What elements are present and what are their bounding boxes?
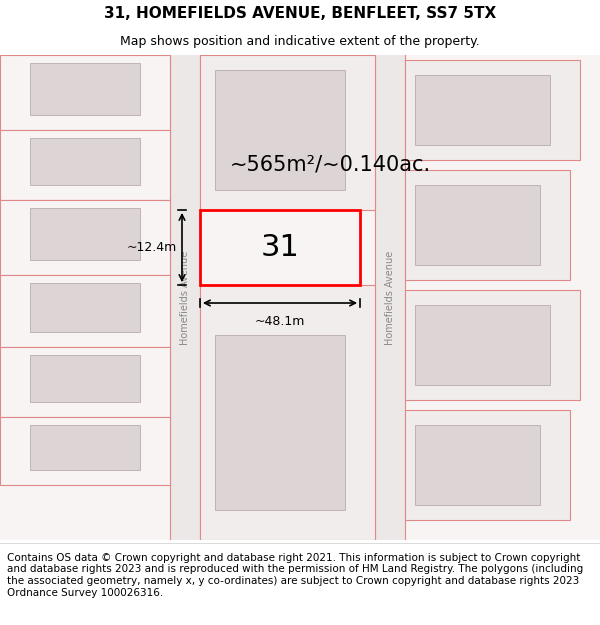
- Bar: [0, 55, 170, 130]
- Text: Map shows position and indicative extent of the property.: Map shows position and indicative extent…: [120, 35, 480, 48]
- Bar: [405, 290, 580, 400]
- Bar: [30, 138, 140, 185]
- Bar: [405, 60, 580, 160]
- Text: 31: 31: [260, 233, 299, 262]
- Text: ~48.1m: ~48.1m: [255, 315, 305, 328]
- Bar: [30, 283, 140, 332]
- Bar: [0, 200, 170, 275]
- Bar: [200, 285, 375, 540]
- Bar: [0, 130, 170, 200]
- Bar: [415, 425, 540, 505]
- Text: Homefields Avenue: Homefields Avenue: [385, 251, 395, 345]
- Bar: [200, 210, 360, 285]
- Bar: [170, 55, 200, 540]
- Bar: [215, 335, 345, 510]
- Bar: [415, 75, 550, 145]
- Bar: [415, 305, 550, 385]
- Bar: [405, 410, 570, 520]
- Bar: [30, 355, 140, 402]
- Text: 31, HOMEFIELDS AVENUE, BENFLEET, SS7 5TX: 31, HOMEFIELDS AVENUE, BENFLEET, SS7 5TX: [104, 6, 496, 21]
- Bar: [30, 208, 140, 260]
- Bar: [30, 63, 140, 115]
- Bar: [375, 55, 405, 540]
- Bar: [215, 70, 345, 190]
- Bar: [0, 347, 170, 417]
- Bar: [415, 185, 540, 265]
- Bar: [0, 417, 170, 485]
- Bar: [30, 425, 140, 470]
- Bar: [0, 275, 170, 347]
- Text: Homefields Avenue: Homefields Avenue: [180, 251, 190, 345]
- Bar: [405, 170, 570, 280]
- Text: Contains OS data © Crown copyright and database right 2021. This information is : Contains OS data © Crown copyright and d…: [7, 552, 583, 598]
- Text: ~565m²/~0.140ac.: ~565m²/~0.140ac.: [230, 155, 431, 175]
- Bar: [200, 55, 375, 210]
- Text: ~12.4m: ~12.4m: [127, 241, 177, 254]
